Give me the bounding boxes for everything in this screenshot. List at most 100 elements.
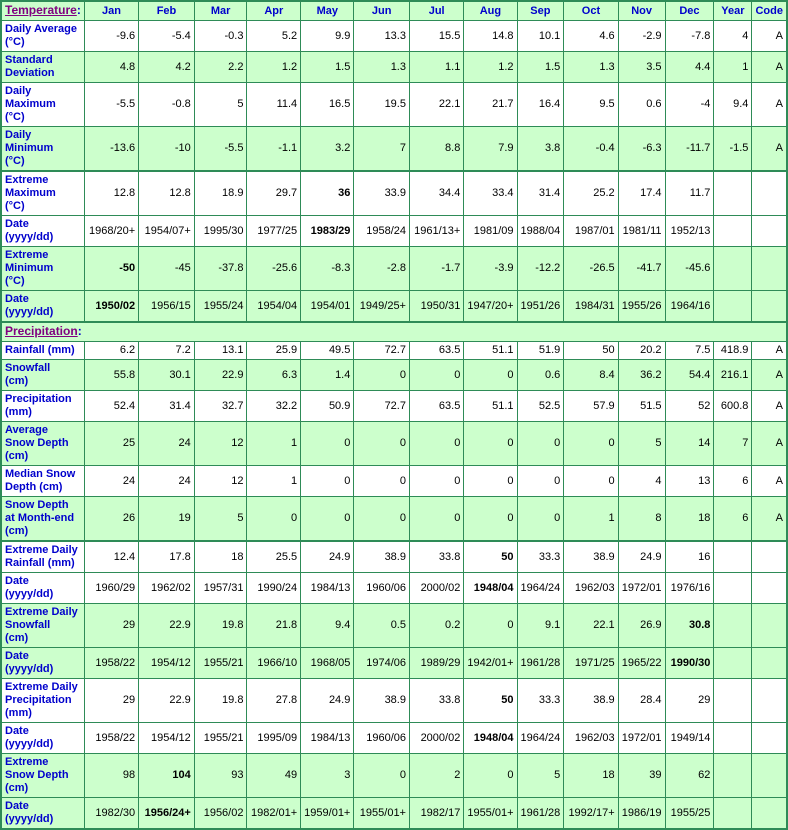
cell: 24	[138, 421, 195, 466]
cell: 3	[300, 753, 355, 798]
cell: 418.9	[713, 341, 753, 360]
cell	[713, 572, 753, 604]
cell: -9.6	[83, 20, 140, 52]
row-label: Precipitation (mm)	[0, 390, 85, 422]
cell: 24.9	[617, 540, 666, 573]
row-label: Extreme Minimum (°C)	[0, 246, 85, 291]
cell: 0	[353, 465, 410, 497]
cell: 1	[246, 465, 302, 497]
cell: 39	[617, 753, 666, 798]
cell: 93	[193, 753, 248, 798]
cell: 0	[408, 359, 465, 391]
precipitation-link[interactable]: Precipitation	[5, 324, 78, 338]
cell: 1958/24	[353, 215, 410, 247]
row-label: Daily Average (°C)	[0, 20, 85, 52]
cell: 1962/03	[563, 572, 619, 604]
row-label: Daily Maximum (°C)	[0, 82, 85, 127]
cell: 33.9	[353, 170, 410, 216]
cell: -0.3	[193, 20, 248, 52]
cell: 1958/22	[83, 647, 140, 679]
cell: -4	[664, 82, 715, 127]
row-label: Date (yyyy/dd)	[0, 722, 85, 754]
row-label: Extreme Snow Depth (cm)	[0, 753, 85, 798]
table-row: Rainfall (mm) 6.2 7.2 13.1 25.9 49.5 72.7 63.5 5…	[0, 341, 788, 360]
cell: 54.4	[664, 359, 715, 391]
cell: 9.1	[516, 603, 565, 648]
cell: 29	[664, 678, 715, 723]
cell: 14	[664, 421, 715, 466]
cell: 1989/29	[408, 647, 465, 679]
cell: 12.8	[138, 170, 195, 216]
cell: 1968/20+	[83, 215, 140, 247]
cell: 1960/06	[353, 572, 410, 604]
table-row: Date (yyyy/dd) 1968/20+ 1954/07+ 1995/30 197…	[0, 215, 788, 247]
cell: 24.9	[300, 678, 355, 723]
cell: 19.8	[193, 603, 248, 648]
cell: 9.5	[563, 82, 619, 127]
table-row: Date (yyyy/dd) 1950/02 1956/15 1955/24 1954/…	[0, 290, 788, 323]
column-header-jan: Jan	[83, 0, 140, 21]
cell: 1982/30	[83, 797, 140, 830]
cell: -0.8	[138, 82, 195, 127]
row-label: Date (yyyy/dd)	[0, 290, 85, 323]
cell: 1961/28	[516, 797, 565, 830]
cell: 1955/21	[193, 722, 248, 754]
cell: 1961/13+	[408, 215, 465, 247]
column-header-jun: Jun	[353, 0, 410, 21]
cell: 1959/01+	[300, 797, 355, 830]
cell: 1971/25	[563, 647, 619, 679]
cell: -45.6	[664, 246, 715, 291]
cell: 31.4	[138, 390, 195, 422]
cell: A	[751, 82, 788, 127]
cell: 98	[83, 753, 140, 798]
cell: 2000/02	[408, 572, 465, 604]
cell: 51.9	[516, 341, 565, 360]
cell: 11.7	[664, 170, 715, 216]
cell: -1.5	[713, 126, 753, 172]
cell: 1956/02	[193, 797, 248, 830]
cell: 0	[463, 465, 518, 497]
column-header-oct: Oct	[563, 0, 619, 21]
temperature-link[interactable]: Temperature	[5, 3, 77, 17]
cell: 22.1	[563, 603, 619, 648]
cell	[751, 603, 788, 648]
cell	[751, 722, 788, 754]
cell: 72.7	[353, 390, 410, 422]
cell: 29.7	[246, 170, 302, 216]
cell: 49	[246, 753, 302, 798]
cell: 8.4	[563, 359, 619, 391]
cell: 1942/01+	[463, 647, 518, 679]
row-label: Date (yyyy/dd)	[0, 572, 85, 604]
cell: -41.7	[617, 246, 666, 291]
cell: 25.5	[246, 540, 302, 573]
table-row: Daily Maximum (°C) -5.5 -0.8 5 11.4 16.5 19.5 2…	[0, 82, 788, 127]
cell: A	[751, 390, 788, 422]
section-header-row: Precipitation:	[0, 321, 788, 342]
cell: 2.2	[193, 51, 248, 83]
cell	[713, 603, 753, 648]
table-row: Extreme Minimum (°C) -50 -45 -37.8 -25.6 -8.3…	[0, 246, 788, 291]
cell	[713, 753, 753, 798]
cell: 6	[713, 496, 753, 542]
cell: 18.9	[193, 170, 248, 216]
table-row: Date (yyyy/dd) 1958/22 1954/12 1955/21 1966/…	[0, 647, 788, 679]
cell: 51.1	[463, 341, 518, 360]
cell: 1955/25	[664, 797, 715, 830]
cell: 1960/29	[83, 572, 140, 604]
cell: 1983/29	[300, 215, 355, 247]
cell: 25.2	[563, 170, 619, 216]
cell: 0	[408, 496, 465, 542]
cell	[751, 540, 788, 573]
temperature-section-header: Temperature:	[0, 0, 85, 21]
cell: 16.5	[300, 82, 355, 127]
cell: 21.7	[463, 82, 518, 127]
cell: -5.4	[138, 20, 195, 52]
colon: :	[77, 324, 82, 338]
cell: -6.3	[617, 126, 666, 172]
cell: 1956/15	[138, 290, 195, 323]
cell: 19.8	[193, 678, 248, 723]
cell: 24.9	[300, 540, 355, 573]
cell: 38.9	[353, 678, 410, 723]
cell: 32.2	[246, 390, 302, 422]
row-label: Date (yyyy/dd)	[0, 797, 85, 830]
